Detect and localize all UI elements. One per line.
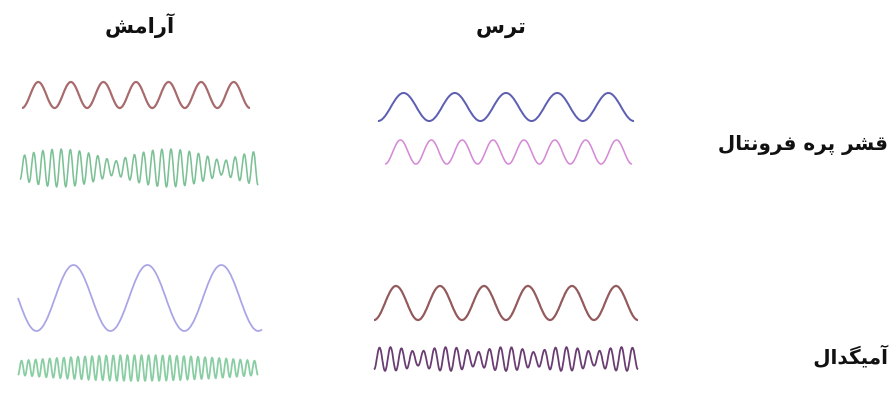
fear-amygdala-top-wave	[373, 284, 639, 322]
fear-amygdala-bottom-wave	[373, 346, 639, 372]
fear-column-header: ترس	[476, 14, 526, 38]
fear-prefrontal-bottom-wave	[384, 139, 633, 165]
fear-prefrontal-top-wave	[377, 92, 635, 122]
calm-prefrontal-top-wave	[21, 80, 251, 110]
calm-amygdala-top-wave	[17, 264, 263, 332]
amygdala-row-label: آمیگدال	[813, 345, 888, 369]
calm-amygdala-bottom-wave	[17, 354, 259, 382]
prefrontal-cortex-row-label: قشر پره فرونتال	[717, 131, 888, 155]
calm-prefrontal-bottom-wave	[19, 148, 259, 188]
calm-column-header: آرامش	[105, 14, 175, 38]
